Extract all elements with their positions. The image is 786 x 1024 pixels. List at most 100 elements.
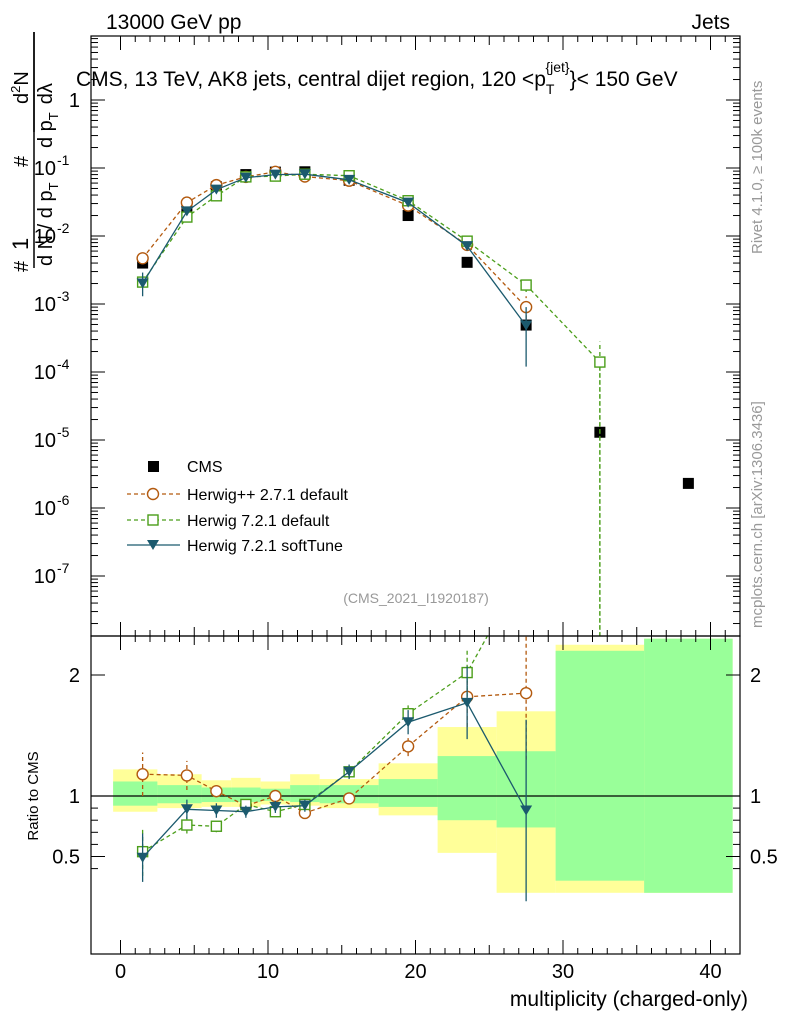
upper-ytick-label: 10	[34, 294, 56, 316]
upper-ytick-exponent: -7	[57, 560, 70, 576]
ratio-herwig7-softtune-point	[269, 801, 282, 812]
upper-ytick-label: 10	[34, 226, 56, 248]
legend-herwigpp-marker	[146, 487, 160, 501]
rivet-credit: Rivet 4.1.0, ≥ 100k events	[749, 81, 766, 254]
header-energy: 13000 GeV pp	[106, 11, 241, 34]
header-jets: Jets	[691, 11, 730, 34]
ratio-herwig7-default-point	[521, 561, 531, 571]
herwig7-softtune-point	[180, 206, 193, 217]
ylabel-dn-dpt: d N / d pT	[35, 182, 61, 266]
uncertainty-bands	[113, 638, 733, 893]
ratio-herwig7-softtune-point	[180, 804, 193, 815]
herwig7-softtune-point	[402, 197, 415, 208]
ratio-series-line	[142, 692, 527, 814]
ratio-herwig7-softtune-point	[520, 805, 533, 816]
ratio-herwigpp-point	[210, 784, 223, 798]
lower-tick-labels: 0.5 0.51 12 20 10 20 30 40	[52, 665, 778, 983]
ylabel-one: 1	[8, 238, 33, 250]
herwig7-softtune-point	[210, 184, 223, 195]
legend-herwig7-default: Herwig 7.2.1 default	[127, 513, 330, 530]
ylabel-hash-1: #	[11, 260, 33, 272]
cms-data-point	[682, 477, 694, 489]
upper-ytick-label: 10	[34, 566, 56, 588]
legend-herwig7-default-marker	[147, 514, 159, 526]
ratio-series-line	[142, 702, 527, 859]
ratio-herwigpp-point	[342, 792, 356, 805]
band-green	[231, 787, 261, 803]
ratio-herwigpp-point	[180, 769, 194, 782]
band-green	[644, 638, 733, 893]
upper-y-axis-label: # 1 d N / d pT # d2N d pTdλ	[8, 32, 61, 272]
mcplots-credit: mcplots.cern.ch [arXiv:1306.3436]	[749, 401, 766, 628]
herwig7-softtune-point	[461, 241, 474, 252]
ratio-y-axis-label: Ratio to CMS	[25, 751, 42, 840]
ylabel-dpt-dlambda: d pTdλ	[35, 83, 61, 148]
series-line	[142, 173, 601, 636]
upper-ytick-exponent: -1	[57, 152, 70, 168]
lower-series	[136, 561, 533, 902]
upper-ticks	[91, 36, 741, 636]
herwig7-default-point	[594, 356, 606, 368]
ratio-herwig7-softtune-point	[402, 717, 415, 728]
herwig7-softtune-point	[520, 320, 533, 331]
herwigpp-point	[136, 252, 149, 265]
herwig7-softtune-point	[269, 169, 282, 180]
ratio-herwigpp-point	[269, 789, 282, 803]
ratio-herwig7-softtune-point	[210, 805, 223, 816]
plot-title: CMS, 13 TeV, AK8 jets, central dijet reg…	[76, 59, 678, 97]
xtick-label: 20	[404, 961, 426, 983]
lower-ticks	[91, 636, 741, 954]
herwig7-softtune-point	[298, 169, 311, 180]
ratio-herwigpp-point	[519, 686, 533, 700]
upper-series	[136, 165, 694, 636]
ratio-herwig7-default-point	[210, 820, 223, 832]
upper-ytick-exponent: -3	[57, 288, 70, 304]
xtick-label: 0	[115, 961, 126, 983]
series-line	[142, 171, 527, 308]
ratio-ytick-label-left: 1	[69, 786, 80, 808]
upper-ytick-label: 1	[69, 90, 80, 112]
ylabel-d2n: d2N	[8, 71, 33, 104]
legend-cms-marker	[148, 461, 159, 472]
xtick-label: 30	[552, 961, 574, 983]
ylabel-hash-2: #	[11, 155, 33, 167]
band-green	[113, 781, 158, 806]
upper-ytick-exponent: -5	[57, 424, 70, 440]
legend-herwig7-softtune-label: Herwig 7.2.1 softTune	[187, 538, 343, 555]
x-axis-label: multiplicity (charged-only)	[510, 988, 748, 1011]
band-green	[290, 785, 320, 803]
upper-ytick-exponent: -6	[57, 492, 70, 508]
xtick-label: 40	[699, 961, 721, 983]
legend: CMS Herwig++ 2.7.1 default Herwig 7.2.1 …	[127, 459, 349, 555]
legend-herwig7-default-label: Herwig 7.2.1 default	[187, 513, 330, 530]
cms-data-point	[402, 210, 414, 222]
legend-herwig7-softtune: Herwig 7.2.1 softTune	[127, 538, 343, 555]
cms-data-point	[461, 256, 473, 268]
upper-y-tick-labels: 110-110-210-310-410-510-610-7	[34, 90, 80, 588]
upper-ytick-exponent: -2	[57, 220, 70, 236]
upper-ytick-exponent: -4	[57, 356, 70, 372]
upper-panel: 110-110-210-310-410-510-610-7 CMS, 13 Te…	[8, 32, 741, 637]
legend-herwig7-softtune-marker	[147, 540, 159, 550]
ratio-herwig7-softtune-point	[239, 806, 252, 817]
herwig7-softtune-point	[239, 172, 252, 183]
ratio-herwig7-softtune-point	[461, 697, 474, 708]
upper-ytick-label: 10	[34, 498, 56, 520]
legend-herwigpp-label: Herwig++ 2.7.1 default	[187, 487, 349, 504]
band-green	[555, 650, 645, 881]
ratio-ytick-label-right: 2	[750, 665, 761, 687]
upper-ytick-label: 10	[34, 430, 56, 452]
ratio-herwig7-softtune-point	[136, 852, 149, 863]
svg-text:#: #	[11, 260, 33, 272]
ratio-herwigpp-point	[401, 740, 415, 753]
series-line	[142, 173, 527, 327]
xtick-label: 10	[257, 961, 279, 983]
herwig7-softtune-point	[136, 278, 149, 289]
upper-ytick-label: 10	[34, 158, 56, 180]
upper-ytick-label: 10	[34, 362, 56, 384]
legend-herwigpp: Herwig++ 2.7.1 default	[127, 487, 349, 504]
ratio-ytick-label-left: 0.5	[52, 847, 80, 869]
herwig7-default-point	[520, 279, 532, 291]
analysis-watermark: (CMS_2021_I1920187)	[343, 590, 489, 606]
